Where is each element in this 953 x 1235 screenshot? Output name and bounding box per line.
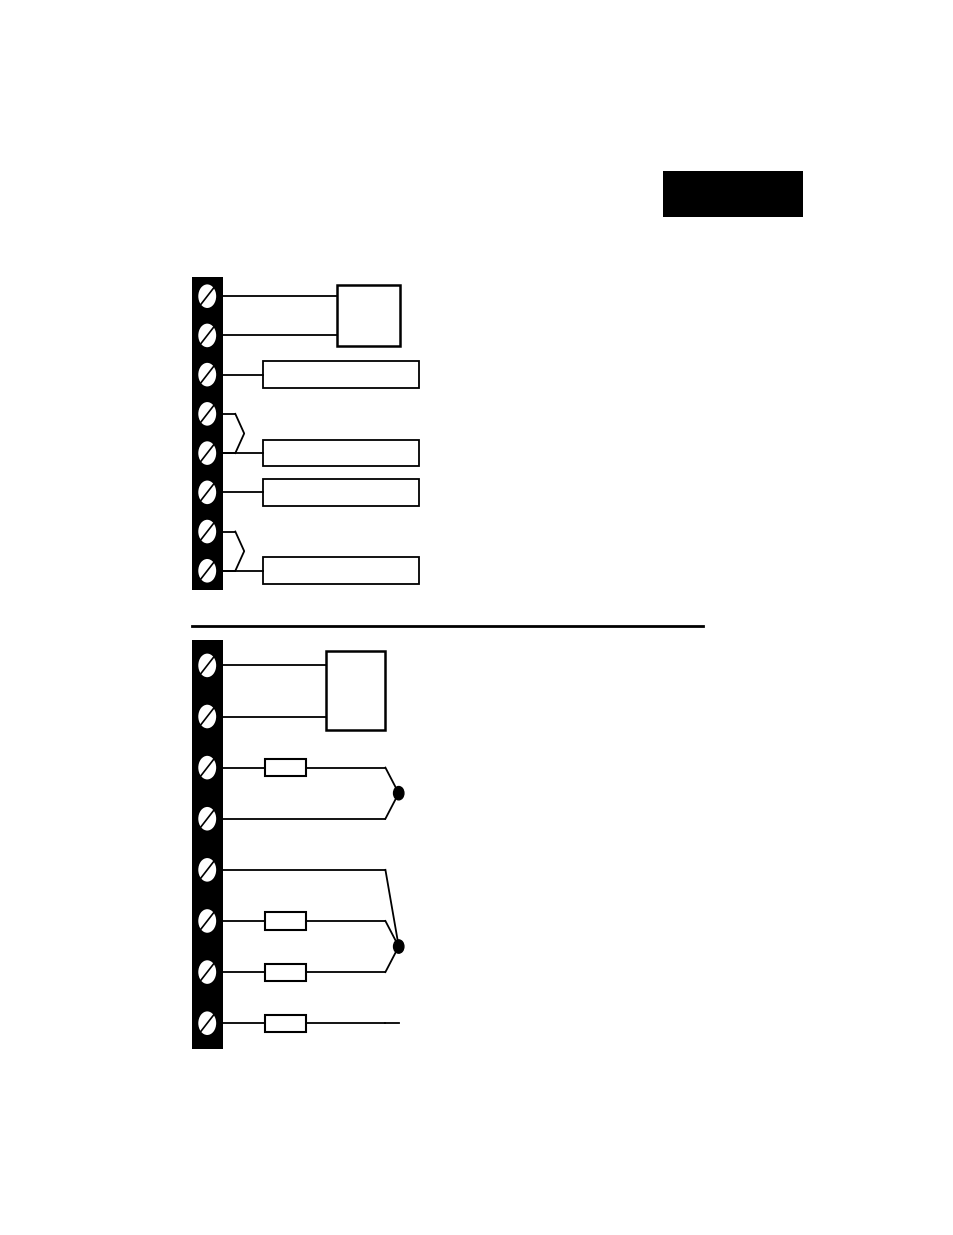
Bar: [263, 479, 418, 505]
Circle shape: [197, 322, 217, 348]
Circle shape: [197, 652, 217, 678]
Bar: [265, 760, 306, 776]
Circle shape: [197, 1010, 217, 1036]
Bar: [662, 170, 802, 216]
Circle shape: [394, 787, 403, 800]
Bar: [192, 640, 223, 1049]
Circle shape: [197, 362, 217, 388]
Circle shape: [197, 960, 217, 986]
Circle shape: [197, 704, 217, 730]
Bar: [263, 557, 418, 584]
Circle shape: [197, 401, 217, 427]
Circle shape: [197, 440, 217, 466]
Bar: [337, 285, 400, 346]
Circle shape: [197, 806, 217, 831]
Circle shape: [197, 558, 217, 584]
Bar: [263, 362, 418, 388]
Bar: [192, 277, 223, 590]
Circle shape: [394, 940, 403, 953]
Circle shape: [197, 908, 217, 934]
Circle shape: [197, 755, 217, 781]
Bar: [265, 913, 306, 930]
Bar: [265, 963, 306, 981]
Circle shape: [197, 479, 217, 505]
Bar: [326, 651, 385, 730]
Circle shape: [197, 283, 217, 309]
Bar: [263, 440, 418, 467]
Bar: [265, 1015, 306, 1031]
Circle shape: [197, 519, 217, 545]
Circle shape: [197, 857, 217, 883]
